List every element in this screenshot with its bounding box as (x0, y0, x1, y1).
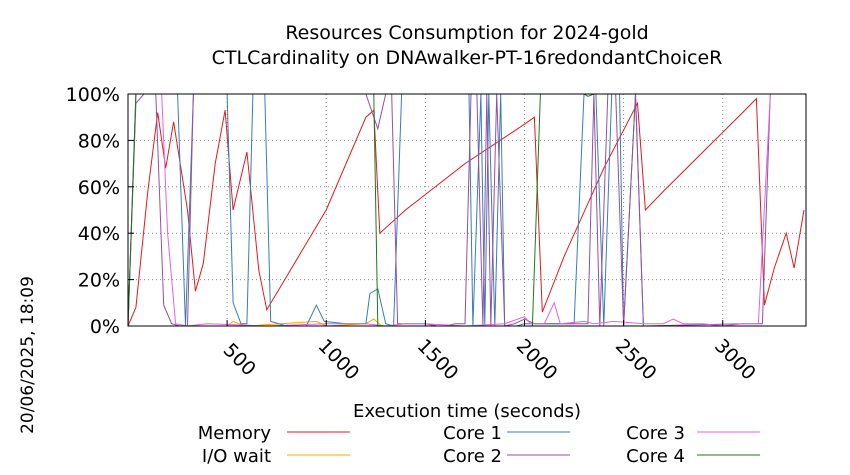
x-tick-label: 3000 (710, 335, 760, 385)
series-line-core-2 (127, 93, 806, 327)
x-tick-label: 2500 (611, 335, 661, 385)
plot-series (127, 93, 806, 327)
legend-label-core-1: Core 1 (443, 423, 502, 444)
y-tick-label: 60% (78, 177, 120, 199)
series-line-core-1 (127, 93, 806, 327)
legend-label-core-3: Core 3 (626, 423, 685, 444)
y-tick-label: 100% (66, 84, 120, 106)
x-axis-label: Execution time (seconds) (353, 401, 581, 422)
legend-label-core-2: Core 2 (443, 446, 502, 467)
x-tick-label: 500 (219, 339, 260, 380)
x-tick-label: 1500 (413, 335, 463, 385)
y-tick-label: 20% (78, 270, 120, 292)
series-line-core-4 (127, 93, 806, 327)
y-tick-label: 40% (78, 223, 120, 245)
x-tick-label: 2000 (512, 335, 562, 385)
x-tick-label: 1000 (314, 335, 364, 385)
timestamp-label: 20/06/2025, 18:09 (18, 276, 38, 434)
legend-label-memory: Memory (198, 423, 272, 444)
series-line-core-3 (127, 93, 806, 327)
series-line-memory (127, 97, 805, 327)
y-tick-label: 80% (78, 130, 120, 152)
plot-frame (127, 93, 807, 327)
y-tick-label: 0% (90, 316, 120, 338)
legend-label-core-4: Core 4 (626, 446, 685, 467)
legend-label-i-o-wait: I/O wait (202, 446, 271, 467)
x-axis-ticks: 500 1000 1500 2000 2500 3000 (219, 320, 760, 385)
chart-title: Resources Consumption for 2024-gold (285, 22, 648, 44)
grid (128, 94, 806, 326)
y-axis-ticks: 0% 20% 40% 60% 80% 100% (66, 84, 134, 338)
chart-subtitle: CTLCardinality on DNAwalker-PT-16redonda… (212, 47, 723, 69)
